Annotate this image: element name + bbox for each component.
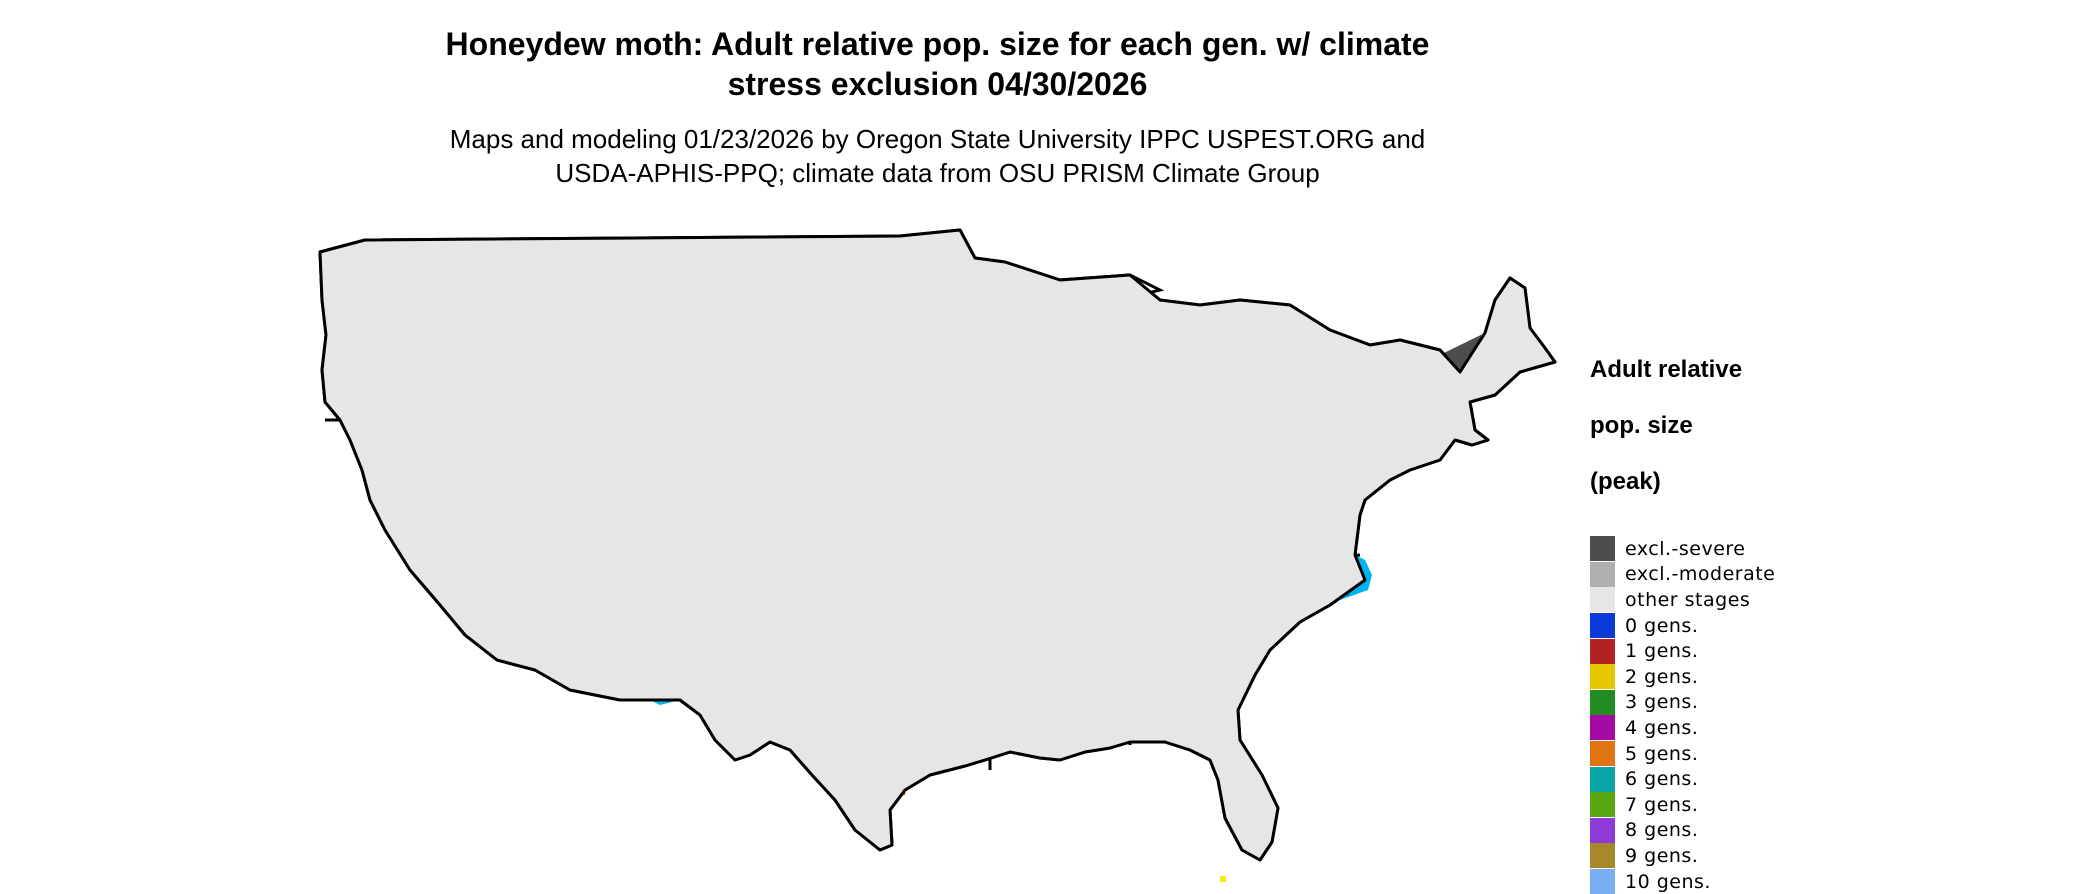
map-subtitle-line-1: Maps and modeling 01/23/2026 by Oregon S…: [449, 124, 1426, 154]
legend-item: 7 gens.: [1590, 792, 1850, 818]
legend-label: 9 gens.: [1625, 844, 1699, 867]
legend-item: 0 gens.: [1590, 613, 1850, 639]
legend-item: 4 gens.: [1590, 715, 1850, 741]
legend-items: excl.-severe excl.-moderate other stages 0 …: [1590, 536, 1850, 894]
legend-label: 1 gens.: [1625, 640, 1699, 663]
legend-swatch: [1590, 766, 1615, 792]
legend-label: 0 gens.: [1625, 614, 1699, 637]
map-subtitle-line-2: USDA-APHIS-PPQ; climate data from OSU PR…: [555, 158, 1320, 188]
map-title: Honeydew moth: Adult relative pop. size …: [330, 24, 1545, 104]
legend-swatch: [1590, 792, 1615, 818]
legend-swatch: [1590, 613, 1615, 639]
legend-label: excl.-severe: [1625, 537, 1746, 560]
legend-title-line-2: pop. size: [1590, 412, 1693, 439]
legend-label: other stages: [1625, 588, 1751, 611]
map-title-line-2: stress exclusion 04/30/2026: [727, 66, 1148, 102]
legend-label: 4 gens.: [1625, 716, 1699, 739]
legend-title-line-1: Adult relative: [1590, 356, 1743, 383]
legend-title: Adult relative pop. size (peak): [1590, 328, 1850, 524]
legend-item: 9 gens.: [1590, 843, 1850, 869]
legend-item: 6 gens.: [1590, 766, 1850, 792]
legend-item: 10 gens.: [1590, 869, 1850, 894]
legend-swatch: [1590, 741, 1615, 767]
legend-swatch: [1590, 869, 1615, 894]
legend-item: 1 gens.: [1590, 638, 1850, 664]
legend-swatch: [1590, 689, 1615, 715]
legend-label: 10 gens.: [1625, 870, 1711, 893]
legend-swatch: [1590, 561, 1615, 587]
map-title-line-1: Honeydew moth: Adult relative pop. size …: [445, 26, 1430, 62]
legend-label: 2 gens.: [1625, 665, 1699, 688]
legend-swatch: [1590, 715, 1615, 741]
legend-swatch: [1590, 843, 1615, 869]
map-legend: Adult relative pop. size (peak) excl.-se…: [1590, 328, 1850, 894]
legend-label: 3 gens.: [1625, 691, 1699, 714]
legend-item: other stages: [1590, 587, 1850, 613]
legend-item: 3 gens.: [1590, 689, 1850, 716]
legend-swatch: [1590, 536, 1615, 562]
legend-swatch: [1590, 817, 1615, 843]
legend-swatch: [1590, 587, 1615, 613]
us-map: [318, 228, 1557, 882]
legend-label: 6 gens.: [1625, 768, 1699, 791]
legend-label: 7 gens.: [1625, 793, 1699, 816]
legend-item: 8 gens.: [1590, 817, 1850, 844]
legend-item: 5 gens.: [1590, 741, 1850, 767]
legend-title-line-3: (peak): [1590, 468, 1661, 495]
legend-label: 8 gens.: [1625, 819, 1699, 842]
legend-swatch: [1590, 664, 1615, 690]
legend-label: excl.-moderate: [1625, 563, 1776, 586]
map-subtitle: Maps and modeling 01/23/2026 by Oregon S…: [330, 122, 1545, 190]
legend-label: 5 gens.: [1625, 742, 1699, 765]
legend-item: 2 gens.: [1590, 664, 1850, 690]
legend-item: excl.-severe: [1590, 536, 1850, 562]
legend-swatch: [1590, 638, 1615, 664]
legend-item: excl.-moderate: [1590, 561, 1850, 588]
